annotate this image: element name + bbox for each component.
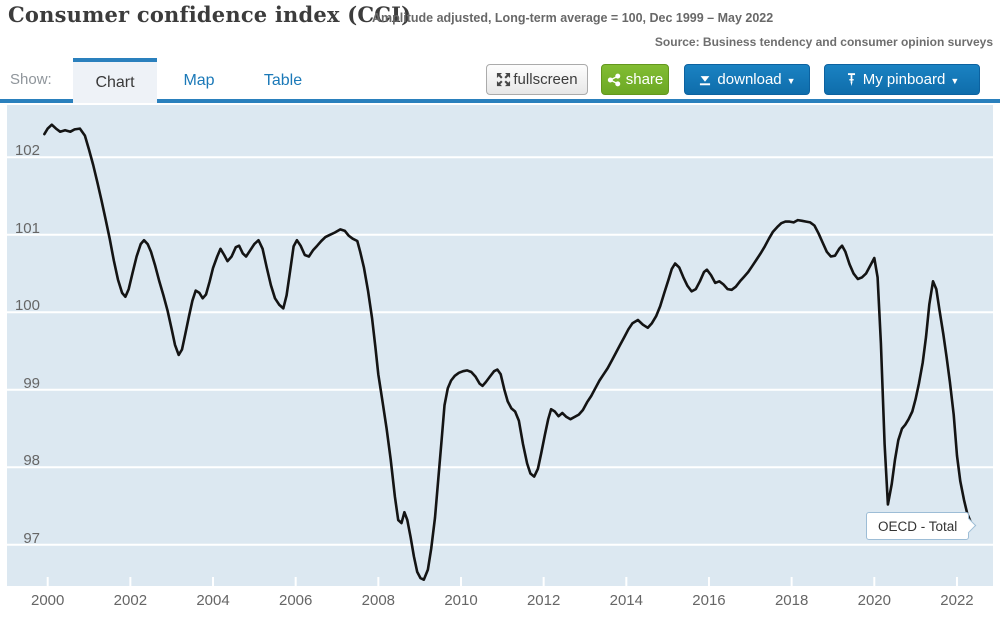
fullscreen-button[interactable]: fullscreen bbox=[486, 64, 588, 95]
page-title: Consumer confidence index (CCI) bbox=[8, 2, 412, 27]
pin-icon bbox=[845, 72, 858, 87]
x-axis-label: 2022 bbox=[940, 592, 974, 609]
x-axis-label: 2000 bbox=[31, 592, 65, 609]
x-axis-label: 2020 bbox=[857, 592, 891, 609]
share-icon bbox=[607, 73, 621, 87]
pinboard-caret-icon: ▼ bbox=[950, 75, 960, 86]
tab-chart[interactable]: Chart bbox=[73, 58, 157, 103]
series-tooltip: OECD - Total bbox=[866, 512, 970, 540]
tab-table-label: Table bbox=[263, 71, 303, 89]
series-tooltip-label: OECD - Total bbox=[878, 518, 958, 534]
share-button-label: share bbox=[625, 71, 664, 88]
download-caret-icon: ▼ bbox=[786, 75, 796, 86]
x-axis-label: 2002 bbox=[113, 592, 148, 609]
chart-subtitle: Amplitude adjusted, Long-term average = … bbox=[372, 11, 774, 25]
tabbar-underline bbox=[0, 99, 1000, 103]
y-axis-label: 102 bbox=[14, 142, 40, 160]
x-axis-label: 2012 bbox=[526, 592, 561, 609]
y-axis-label: 99 bbox=[23, 374, 40, 392]
fullscreen-icon bbox=[496, 72, 511, 87]
x-axis-label: 2008 bbox=[361, 592, 396, 609]
cci-line-chart[interactable] bbox=[7, 105, 993, 586]
fullscreen-button-label: fullscreen bbox=[513, 71, 578, 88]
source-note: Source: Business tendency and consumer o… bbox=[654, 35, 993, 49]
tab-map-label: Map bbox=[183, 71, 215, 89]
download-icon bbox=[698, 73, 712, 87]
cci-series-line[interactable] bbox=[43, 123, 972, 581]
x-axis-label: 2010 bbox=[444, 592, 478, 609]
chart-plot-area[interactable] bbox=[7, 105, 993, 586]
y-axis-label: 97 bbox=[23, 529, 40, 547]
y-axis-label: 101 bbox=[14, 219, 40, 237]
my-pinboard-button-label: My pinboard bbox=[862, 71, 946, 88]
y-axis-label: 100 bbox=[14, 297, 40, 315]
x-axis-label: 2016 bbox=[692, 592, 726, 609]
my-pinboard-button[interactable]: My pinboard ▼ bbox=[824, 64, 980, 95]
download-button-label: download bbox=[717, 71, 782, 88]
x-axis-label: 2018 bbox=[774, 592, 809, 609]
download-button[interactable]: download ▼ bbox=[684, 64, 810, 95]
tab-map[interactable]: Map bbox=[157, 58, 241, 103]
share-button[interactable]: share bbox=[601, 64, 669, 95]
y-axis-label: 98 bbox=[23, 452, 40, 470]
tab-table[interactable]: Table bbox=[241, 58, 325, 103]
x-axis-label: 2014 bbox=[609, 592, 643, 609]
x-axis-label: 2004 bbox=[196, 592, 230, 609]
tab-chart-label: Chart bbox=[95, 73, 135, 91]
show-label: Show: bbox=[10, 71, 52, 88]
x-axis-label: 2006 bbox=[278, 592, 313, 609]
